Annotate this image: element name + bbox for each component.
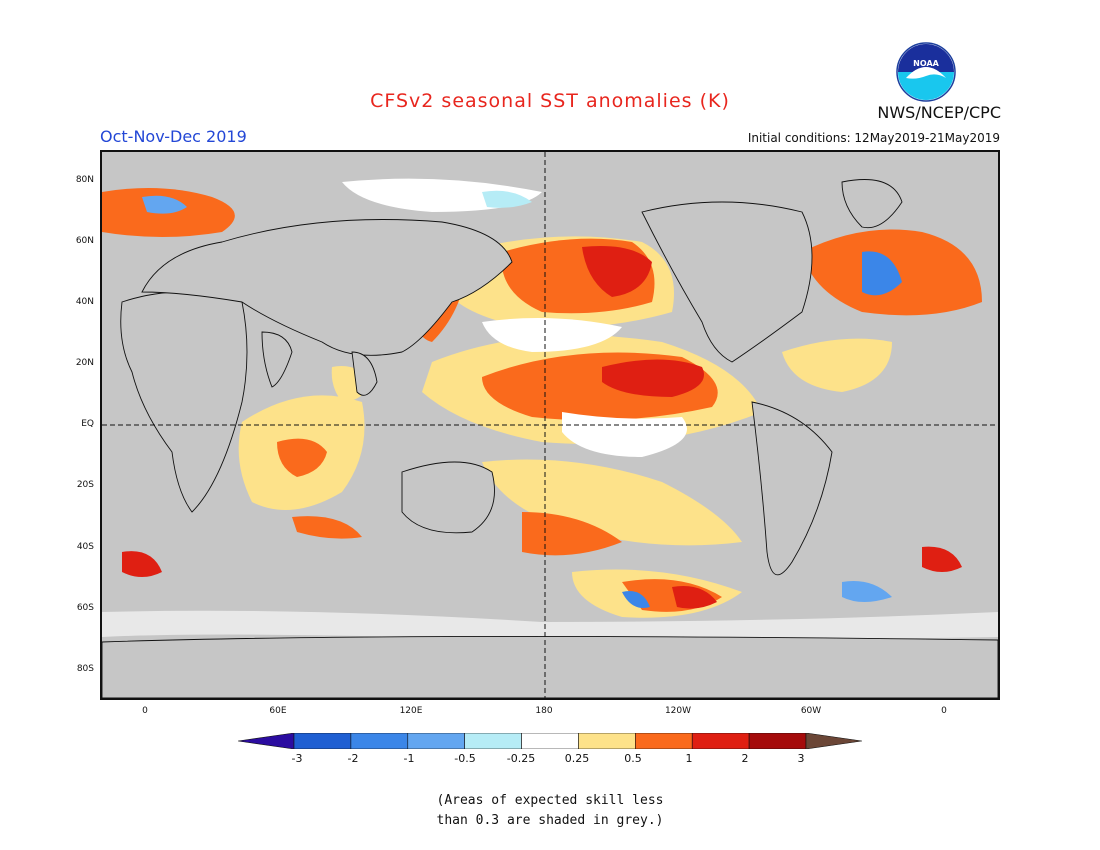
lat-label: 80S: [76, 664, 94, 674]
colorbar-label: 0.5: [624, 752, 642, 765]
colorbar-swatch: [805, 733, 862, 749]
colorbar-swatch: [578, 733, 636, 749]
agency-label: NWS/NCEP/CPC: [877, 103, 1001, 122]
colorbar-swatch: [635, 733, 693, 749]
lat-label: 40N: [75, 297, 94, 307]
colorbar-label: -1: [403, 752, 415, 765]
noaa-logo-icon: NOAA: [896, 42, 956, 102]
lat-label: 20S: [76, 480, 94, 490]
colorbar-swatch: [521, 733, 579, 749]
lon-label: 180: [535, 706, 553, 716]
lon-label: 60E: [269, 706, 287, 716]
lon-label: 120E: [399, 706, 423, 716]
lon-label: 120W: [664, 706, 692, 716]
sst-anomaly-map: [100, 150, 1000, 700]
colorbar-swatch: [407, 733, 465, 749]
colorbar-label: -2: [347, 752, 359, 765]
lat-label: 60S: [76, 603, 94, 613]
coastlines: [102, 179, 998, 698]
forecast-period: Oct-Nov-Dec 2019: [100, 127, 247, 146]
svg-text:NOAA: NOAA: [913, 59, 939, 68]
colorbar-swatch: [293, 733, 352, 749]
map-canvas: [102, 152, 998, 698]
colorbar-label: 3: [797, 752, 805, 765]
colorbar-label: 0.25: [564, 752, 590, 765]
lon-label: 0: [142, 706, 148, 716]
colorbar-swatch: [464, 733, 522, 749]
colorbar-label: -0.5: [454, 752, 476, 765]
colorbar-swatch: [691, 733, 750, 749]
lat-label: 40S: [76, 542, 94, 552]
colorbar-swatch: [238, 733, 295, 749]
colorbar: [238, 733, 862, 749]
footnote-line-2: than 0.3 are shaded in grey.): [436, 813, 664, 828]
colorbar-label: -0.25: [506, 752, 536, 765]
chart-title: CFSv2 seasonal SST anomalies (K): [370, 90, 730, 112]
footnote-line-1: (Areas of expected skill less: [436, 793, 664, 808]
colorbar-label: 2: [741, 752, 749, 765]
colorbar-label: 1: [685, 752, 693, 765]
colorbar-swatch: [748, 733, 807, 749]
lon-label: 0: [941, 706, 947, 716]
lon-label: 60W: [800, 706, 822, 716]
lat-label: 60N: [75, 236, 94, 246]
lat-label: 80N: [75, 175, 94, 185]
initial-conditions: Initial conditions: 12May2019-21May2019: [747, 131, 1000, 145]
colorbar-swatch: [350, 733, 409, 749]
lat-label: EQ: [81, 419, 94, 429]
colorbar-label: -3: [291, 752, 303, 765]
lat-label: 20N: [75, 358, 94, 368]
